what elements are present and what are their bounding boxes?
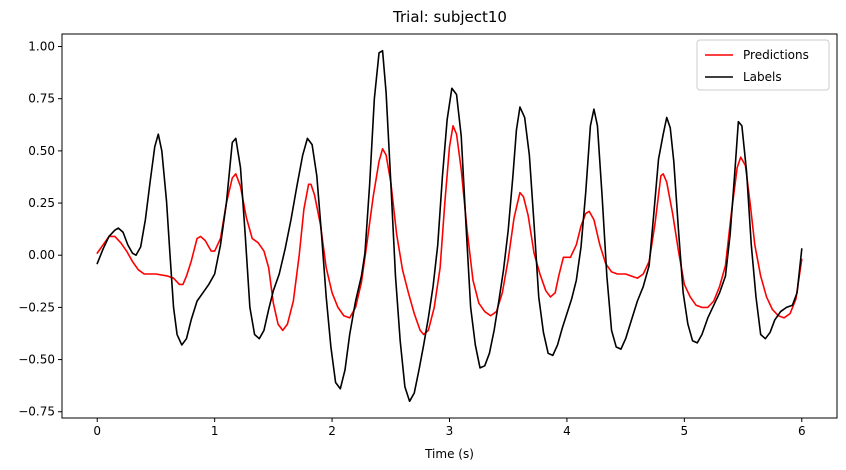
series-line-predictions — [96, 125, 803, 336]
x-axis-ticks: 0 1 2 3 4 5 6 — [93, 418, 806, 438]
y-tick-label: 0.00 — [28, 248, 55, 262]
y-tick-label: −0.50 — [18, 353, 55, 367]
y-tick-label: 1.00 — [28, 40, 55, 54]
x-tick-label: 6 — [798, 424, 806, 438]
x-axis-label: Time (s) — [424, 447, 474, 461]
x-tick-label: 0 — [93, 424, 101, 438]
legend-label-labels: Labels — [743, 70, 782, 84]
axes-frame — [61, 33, 838, 419]
y-tick-label: 0.25 — [28, 196, 55, 210]
x-tick-label: 3 — [446, 424, 454, 438]
y-tick-label: 0.50 — [28, 144, 55, 158]
x-tick-label: 5 — [681, 424, 689, 438]
y-axis-ticks: −0.75 −0.50 −0.25 0.00 0.25 0.50 0.75 1.00 — [18, 40, 62, 419]
x-tick-label: 4 — [563, 424, 571, 438]
series-layer — [96, 49, 803, 403]
y-tick-label: −0.25 — [18, 300, 55, 314]
series-line-labels — [96, 49, 803, 403]
y-tick-label: −0.75 — [18, 405, 55, 419]
chart-title: Trial: subject10 — [392, 8, 507, 26]
legend: Predictions Labels — [696, 39, 830, 91]
legend-label-predictions: Predictions — [743, 48, 809, 62]
x-tick-label: 1 — [211, 424, 219, 438]
x-tick-label: 2 — [328, 424, 336, 438]
y-tick-label: 0.75 — [28, 92, 55, 106]
